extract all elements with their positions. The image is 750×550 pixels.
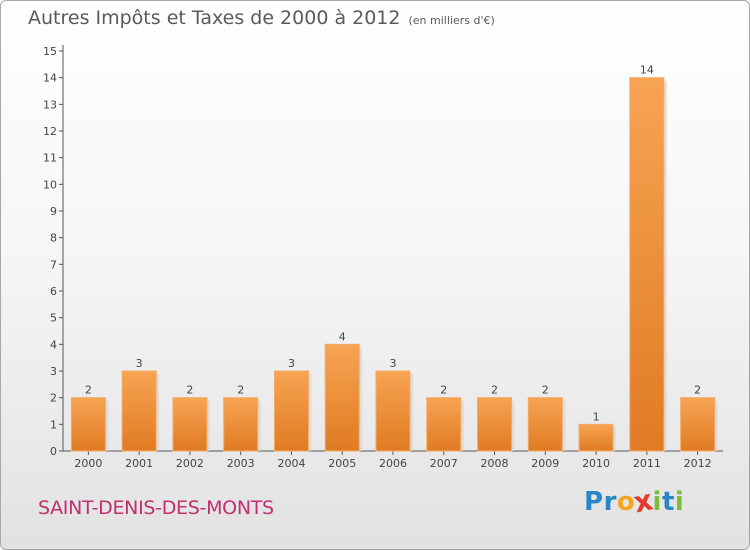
bar — [273, 370, 309, 452]
y-tick-label: 15 — [43, 45, 57, 58]
bar — [70, 397, 106, 452]
y-tick-label: 4 — [50, 338, 57, 351]
x-tick-label: 2008 — [481, 457, 509, 470]
logo-letter: t — [661, 487, 675, 517]
bar — [680, 397, 716, 452]
bar — [375, 370, 411, 452]
bar-value-label: 2 — [237, 384, 244, 397]
x-tick-label: 2009 — [531, 457, 559, 470]
x-tick-label: 2005 — [328, 457, 356, 470]
x-tick-label: 2004 — [277, 457, 305, 470]
y-tick-label: 5 — [50, 312, 57, 325]
x-tick-label: 2011 — [633, 457, 661, 470]
y-tick-label: 7 — [50, 258, 57, 271]
x-tick-label: 2006 — [379, 457, 407, 470]
bar — [527, 397, 563, 452]
bar-value-label: 2 — [542, 384, 549, 397]
bar-value-label: 2 — [186, 384, 193, 397]
x-tick-label: 2010 — [582, 457, 610, 470]
y-tick-label: 2 — [50, 392, 57, 405]
bar-value-label: 4 — [339, 330, 346, 343]
bar-value-label: 14 — [640, 64, 654, 77]
bars-layer: 2 3 2 2 3 4 3 2 2 2 1 14 2 — [70, 64, 718, 452]
bar — [324, 343, 360, 452]
chart-title-text: Autres Impôts et Taxes de 2000 à 2012 — [28, 7, 401, 29]
y-tick-label: 3 — [50, 365, 57, 378]
bar — [477, 397, 513, 452]
bar — [578, 423, 614, 452]
logo-letter: r — [603, 487, 617, 517]
x-tick-label: 2012 — [684, 457, 712, 470]
logo-letter: i — [652, 487, 662, 517]
bar — [223, 397, 259, 452]
logo-letter: o — [616, 487, 636, 517]
bar-value-label: 3 — [390, 357, 397, 370]
proxiti-logo[interactable]: Proxiti — [584, 484, 685, 520]
chart-unit: (en milliers d'€) — [408, 14, 495, 27]
bar — [629, 77, 665, 452]
bar-value-label: 3 — [136, 357, 143, 370]
logo-letter: i — [674, 487, 685, 517]
bar-value-label: 2 — [440, 384, 447, 397]
x-tick-label: 2002 — [176, 457, 204, 470]
y-tick-label: 14 — [43, 72, 57, 85]
x-tick-label: 2003 — [227, 457, 255, 470]
y-tick-label: 12 — [43, 125, 57, 138]
bar-value-label: 3 — [288, 357, 295, 370]
bar — [426, 397, 462, 452]
commune-name: SAINT-DENIS-DES-MONTS — [38, 497, 274, 519]
bar — [172, 397, 208, 452]
x-tick-label: 2001 — [125, 457, 153, 470]
y-tick-label: 11 — [43, 152, 57, 165]
bar-value-label: 2 — [694, 384, 701, 397]
chart-title: Autres Impôts et Taxes de 2000 à 2012 (en… — [28, 7, 495, 29]
y-tick-label: 13 — [43, 98, 57, 111]
x-tick-label: 2000 — [74, 457, 102, 470]
bar-value-label: 1 — [593, 410, 600, 423]
x-tick-label: 2007 — [430, 457, 458, 470]
y-tick-label: 8 — [50, 232, 57, 245]
bar — [121, 370, 157, 452]
y-tick-label: 0 — [50, 445, 57, 458]
y-tick-label: 9 — [50, 205, 57, 218]
logo-letter: P — [584, 487, 604, 517]
y-tick-label: 6 — [50, 285, 57, 298]
y-tick-label: 1 — [50, 418, 57, 431]
y-tick-label: 10 — [43, 178, 57, 191]
bar-value-label: 2 — [85, 384, 92, 397]
bar-value-label: 2 — [491, 384, 498, 397]
